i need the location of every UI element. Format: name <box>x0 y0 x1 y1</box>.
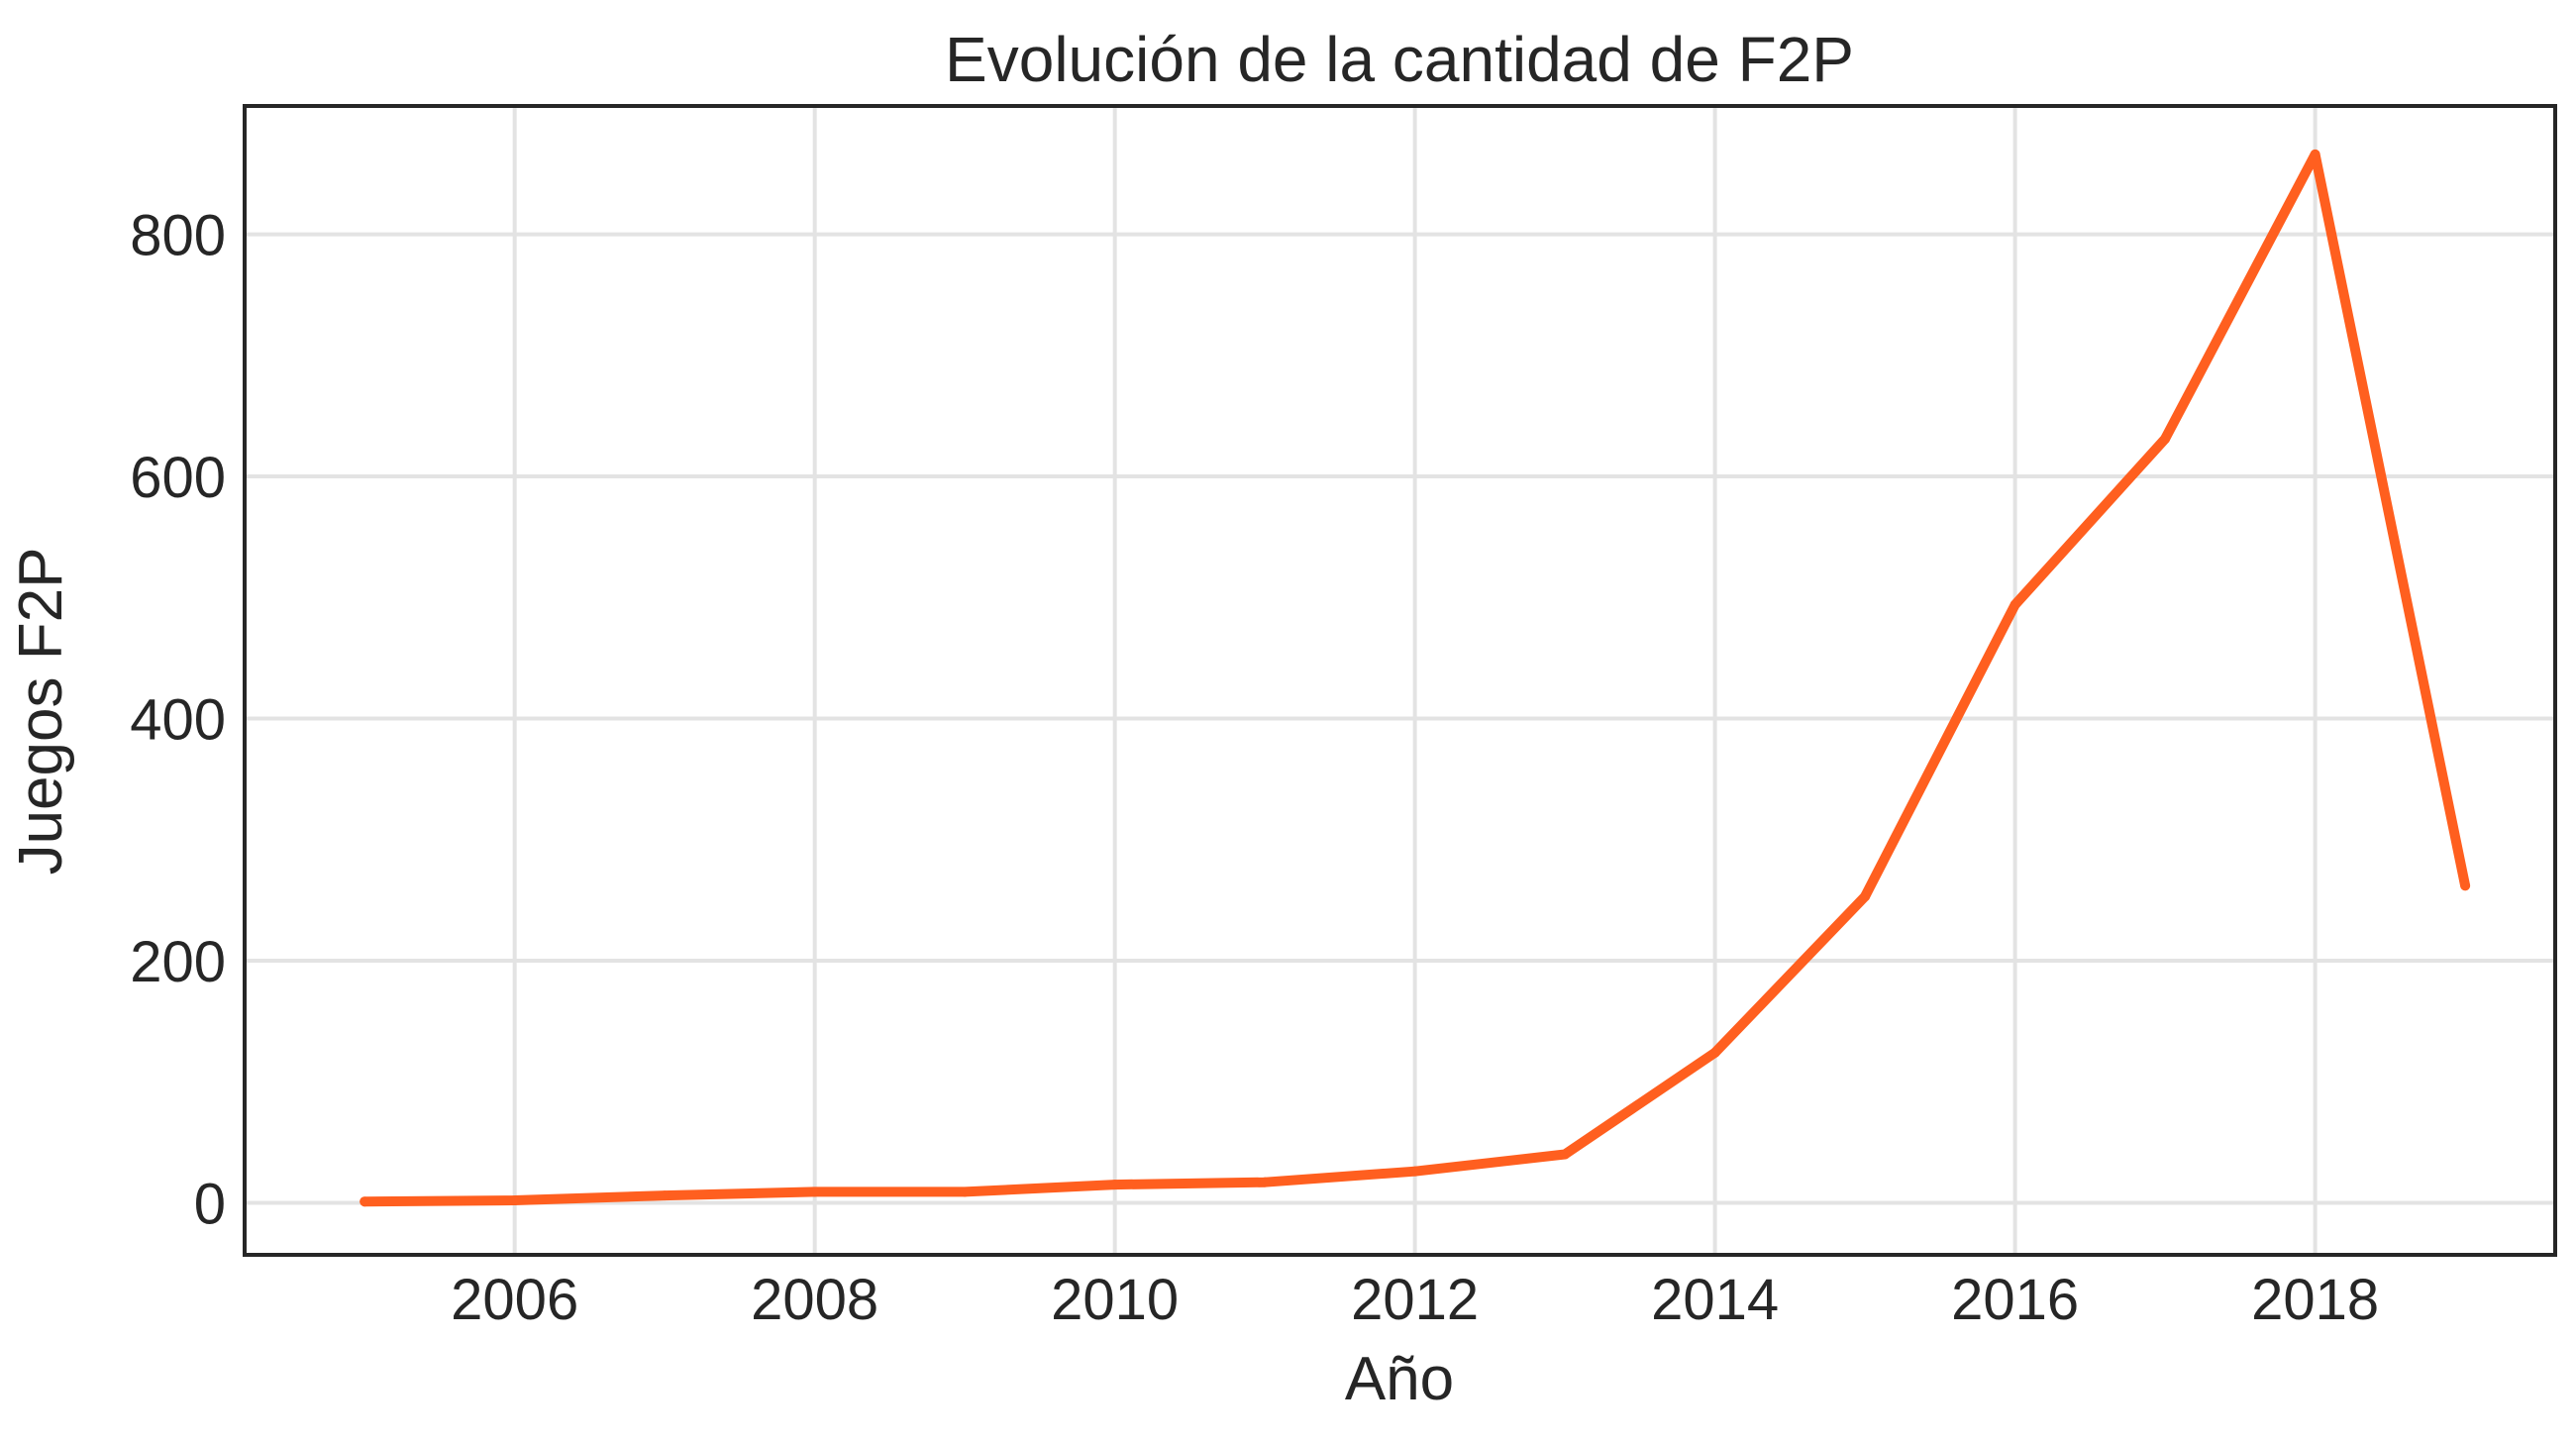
data-point <box>809 1186 820 1197</box>
y-tick-label: 400 <box>130 688 226 753</box>
data-point <box>1709 1047 1720 1058</box>
data-point <box>2009 599 2020 610</box>
x-tick-label: 2018 <box>2251 1268 2379 1332</box>
data-point <box>509 1194 520 1205</box>
x-tick-label: 2016 <box>1951 1268 2079 1332</box>
plot-frame <box>243 104 2557 1257</box>
x-tick-label: 2014 <box>1651 1268 1779 1332</box>
y-tick-label: 200 <box>130 930 226 994</box>
x-tick-label: 2010 <box>1051 1268 1179 1332</box>
y-axis-label: Juegos F2P <box>7 548 75 876</box>
data-point <box>960 1186 971 1197</box>
x-axis-label: Año <box>1345 1345 1454 1413</box>
data-point <box>2460 880 2471 891</box>
y-tick-label: 0 <box>194 1172 226 1236</box>
data-point <box>1260 1177 1271 1187</box>
x-tick-label: 2006 <box>451 1268 578 1332</box>
y-tick-label: 800 <box>130 204 226 268</box>
data-point <box>2160 434 2171 445</box>
data-point <box>2310 149 2320 159</box>
data-point <box>1409 1166 1420 1177</box>
data-point <box>1560 1149 1571 1160</box>
data-point <box>660 1190 670 1201</box>
chart-title: Evolución de la cantidad de F2P <box>945 24 1854 95</box>
grid-lines <box>245 106 2555 1255</box>
x-tick-labels: 2006 2008 2010 2012 2014 2016 2018 <box>451 1268 2379 1332</box>
series-group <box>360 149 2471 1207</box>
data-point <box>360 1196 370 1207</box>
x-tick-label: 2012 <box>1351 1268 1479 1332</box>
y-tick-label: 600 <box>130 446 226 510</box>
data-point <box>1860 891 1871 902</box>
y-tick-labels: 0 200 400 600 800 <box>130 204 226 1237</box>
x-tick-label: 2008 <box>751 1268 878 1332</box>
data-point <box>1109 1180 1120 1190</box>
